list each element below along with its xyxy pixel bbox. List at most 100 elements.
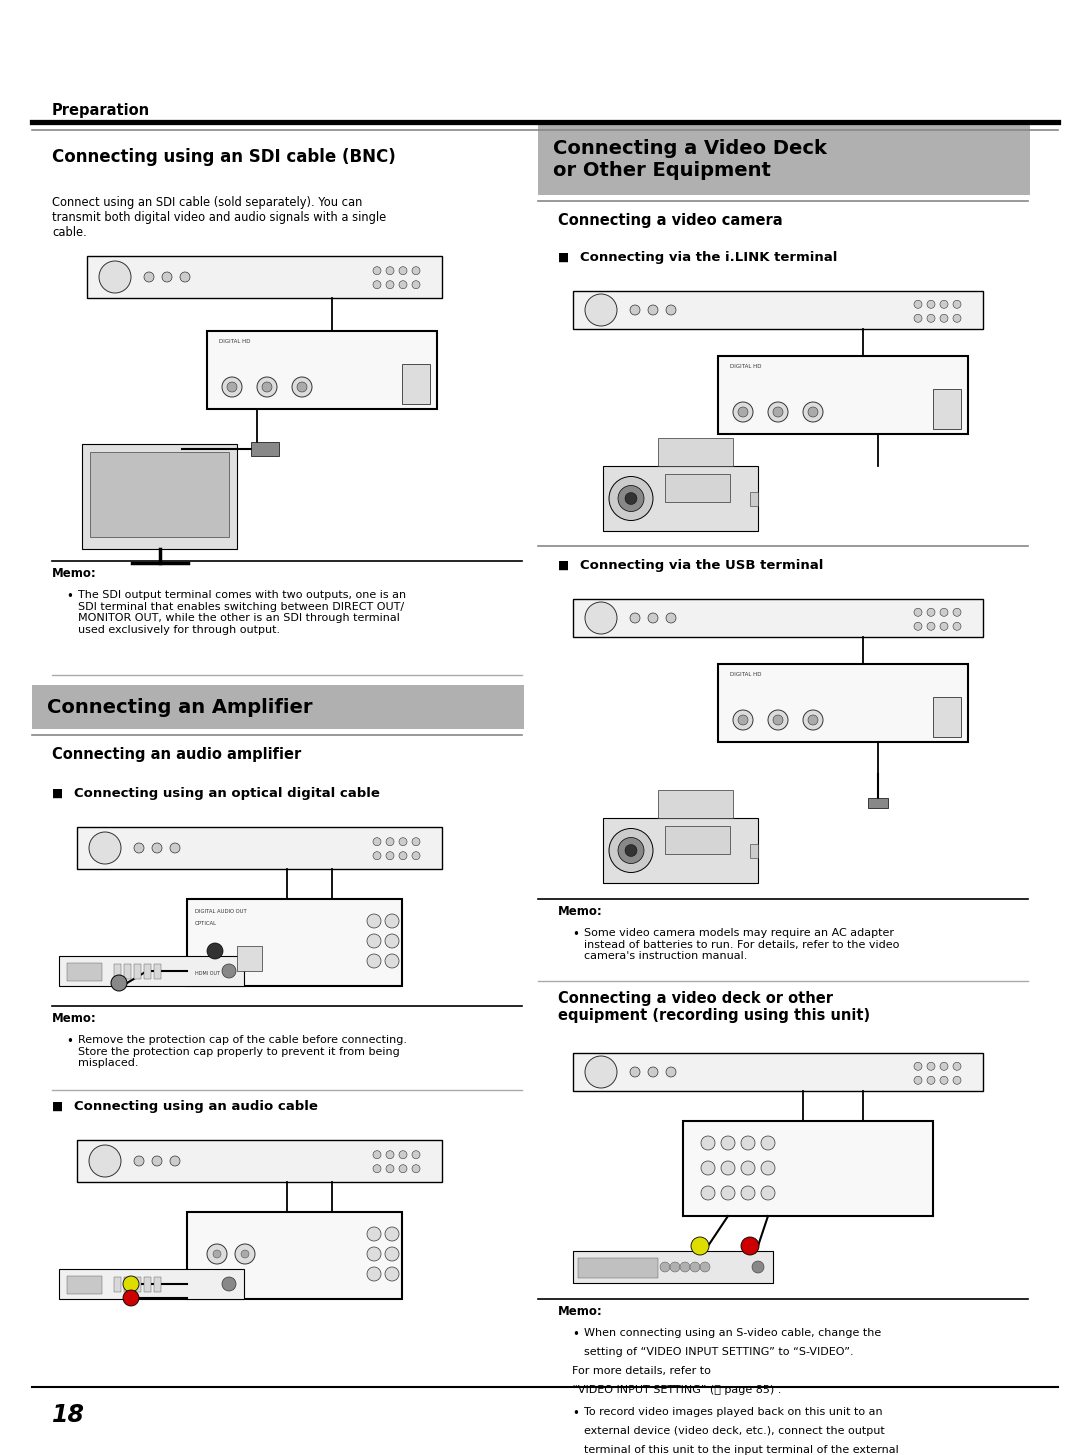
Circle shape: [701, 1161, 715, 1176]
Circle shape: [386, 281, 394, 288]
Bar: [67, 1276, 102, 1293]
Circle shape: [384, 934, 399, 949]
Circle shape: [384, 914, 399, 928]
Bar: [124, 1277, 131, 1292]
Circle shape: [152, 1157, 162, 1165]
Circle shape: [618, 486, 644, 512]
Circle shape: [738, 714, 748, 725]
Text: Connecting using an SDI cable (BNC): Connecting using an SDI cable (BNC): [52, 148, 395, 166]
Bar: [144, 1277, 151, 1292]
Circle shape: [399, 1151, 407, 1158]
Circle shape: [648, 306, 658, 314]
Text: Memo:: Memo:: [558, 905, 603, 918]
Circle shape: [367, 1267, 381, 1280]
Circle shape: [297, 383, 307, 391]
Circle shape: [386, 266, 394, 275]
Circle shape: [721, 1186, 735, 1200]
Circle shape: [411, 851, 420, 860]
Circle shape: [134, 842, 144, 853]
Circle shape: [241, 1250, 249, 1259]
Circle shape: [761, 1186, 775, 1200]
Text: ■: ■: [558, 252, 569, 263]
Text: setting of “VIDEO INPUT SETTING” to “S-VIDEO”.: setting of “VIDEO INPUT SETTING” to “S-V…: [584, 1347, 853, 1358]
Bar: [87, 256, 442, 298]
Bar: [573, 1053, 983, 1091]
Circle shape: [625, 492, 637, 505]
Circle shape: [235, 1244, 255, 1264]
Bar: [124, 965, 131, 979]
Circle shape: [630, 613, 640, 623]
Bar: [933, 388, 961, 429]
Circle shape: [384, 1247, 399, 1261]
Circle shape: [741, 1161, 755, 1176]
Text: 18: 18: [52, 1403, 85, 1427]
Bar: [750, 844, 758, 857]
Circle shape: [384, 954, 399, 968]
Circle shape: [207, 1244, 227, 1264]
Circle shape: [207, 943, 222, 959]
Circle shape: [630, 1067, 640, 1077]
Circle shape: [690, 1261, 700, 1272]
Circle shape: [373, 281, 381, 288]
Circle shape: [768, 710, 788, 730]
Circle shape: [144, 272, 154, 282]
Circle shape: [927, 608, 935, 617]
Circle shape: [262, 383, 272, 391]
Circle shape: [804, 710, 823, 730]
Circle shape: [373, 851, 381, 860]
Circle shape: [940, 314, 948, 323]
Text: Connecting an Amplifier: Connecting an Amplifier: [48, 697, 312, 716]
Circle shape: [609, 476, 653, 521]
Circle shape: [701, 1186, 715, 1200]
Circle shape: [666, 306, 676, 314]
Circle shape: [292, 377, 312, 397]
Circle shape: [741, 1186, 755, 1200]
Circle shape: [399, 281, 407, 288]
Text: Connecting using an optical digital cable: Connecting using an optical digital cabl…: [75, 787, 380, 800]
Circle shape: [648, 1067, 658, 1077]
Circle shape: [630, 306, 640, 314]
Circle shape: [927, 623, 935, 630]
Bar: [114, 1277, 121, 1292]
Circle shape: [585, 1056, 617, 1088]
Circle shape: [953, 1077, 961, 1084]
Text: To record video images played back on this unit to an: To record video images played back on th…: [584, 1407, 882, 1417]
Text: ■: ■: [558, 559, 569, 572]
Circle shape: [609, 828, 653, 873]
Text: terminal of this unit to the input terminal of the external: terminal of this unit to the input termi…: [584, 1445, 899, 1455]
Circle shape: [213, 1250, 221, 1259]
Bar: [573, 291, 983, 329]
Bar: [77, 826, 442, 869]
Bar: [750, 492, 758, 505]
Circle shape: [399, 266, 407, 275]
Bar: [154, 1277, 161, 1292]
Circle shape: [773, 714, 783, 725]
Text: Connecting via the i.LINK terminal: Connecting via the i.LINK terminal: [580, 252, 837, 263]
Circle shape: [914, 1077, 922, 1084]
Circle shape: [411, 281, 420, 288]
Text: Preparation: Preparation: [52, 103, 150, 118]
Circle shape: [180, 272, 190, 282]
Circle shape: [411, 266, 420, 275]
Circle shape: [411, 1164, 420, 1173]
Circle shape: [399, 838, 407, 845]
Circle shape: [953, 314, 961, 323]
Bar: [603, 466, 758, 531]
Circle shape: [927, 1077, 935, 1084]
Circle shape: [761, 1136, 775, 1149]
Circle shape: [257, 377, 276, 397]
Text: DIGITAL HD: DIGITAL HD: [219, 339, 251, 343]
Bar: [134, 965, 141, 979]
Text: Connecting via the USB terminal: Connecting via the USB terminal: [580, 559, 823, 572]
Text: Memo:: Memo:: [52, 567, 97, 581]
Circle shape: [953, 1062, 961, 1071]
Bar: [207, 330, 437, 409]
Text: DIGITAL HD: DIGITAL HD: [730, 364, 761, 370]
Bar: [683, 1120, 933, 1216]
Circle shape: [399, 1164, 407, 1173]
Circle shape: [367, 954, 381, 968]
Text: •: •: [572, 1328, 579, 1342]
Text: Some video camera models may require an AC adapter
instead of batteries to run. : Some video camera models may require an …: [584, 928, 900, 962]
Circle shape: [411, 838, 420, 845]
Circle shape: [927, 1062, 935, 1071]
